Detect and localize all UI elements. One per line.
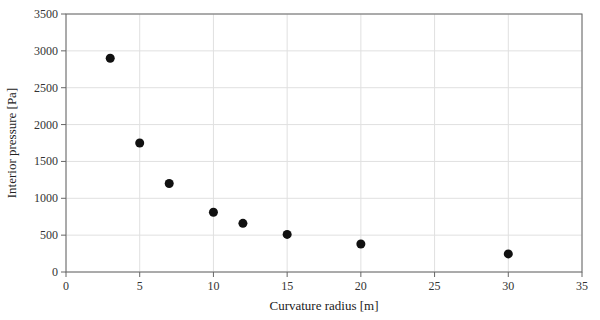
tick-x (213, 272, 214, 277)
grid-line-y (66, 87, 582, 88)
tick-label-y: 2500 (34, 81, 58, 95)
tick-y (61, 14, 66, 15)
tick-y (61, 198, 66, 199)
grid-line-y (66, 50, 582, 51)
tick-x (582, 272, 583, 277)
grid-line-y (66, 235, 582, 236)
point (283, 230, 292, 239)
tick-label-y: 1500 (34, 154, 58, 168)
point (165, 179, 174, 188)
grid-line-y (66, 124, 582, 125)
tick-label-x: 0 (63, 279, 69, 293)
tick-label-y: 3000 (34, 44, 58, 58)
tick-x (434, 272, 435, 277)
chart: 0 5 10 15 20 25 30 35 0 500 1000 1500 2000 2500 3000 35… (0, 0, 600, 320)
tick-x (139, 272, 140, 277)
plot-frame (66, 14, 582, 272)
y-axis-label: Interior pressure [Pa] (4, 88, 19, 198)
tick-label-y: 0 (52, 265, 58, 279)
tick-label-x: 15 (281, 279, 293, 293)
x-axis-label: Curvature radius [m] (269, 298, 378, 313)
point (504, 249, 513, 258)
tick-y (61, 161, 66, 162)
tick-label-x: 25 (429, 279, 441, 293)
tick-x (66, 272, 67, 277)
tick-y (61, 235, 66, 236)
tick-label-x: 30 (502, 279, 514, 293)
chart-container: 0 5 10 15 20 25 30 35 0 500 1000 1500 2000 2500 3000 35… (0, 0, 600, 320)
axes: 0 5 10 15 20 25 30 35 0 500 1000 1500 2000 2500 3000 35… (34, 7, 588, 293)
tick-x (360, 272, 361, 277)
tick-label-x: 20 (355, 279, 367, 293)
point (238, 219, 247, 228)
background (0, 0, 600, 320)
tick-y (61, 50, 66, 51)
points (106, 54, 513, 259)
point (135, 139, 144, 148)
tick-y (61, 87, 66, 88)
grid-line-x (213, 14, 214, 272)
point (356, 239, 365, 248)
grid-line-x (360, 14, 361, 272)
grid-line-y (66, 161, 582, 162)
tick-label-x: 10 (207, 279, 219, 293)
grid-line-y (66, 198, 582, 199)
point (106, 54, 115, 63)
point (209, 208, 218, 217)
tick-y (61, 272, 66, 273)
grid-line-x (434, 14, 435, 272)
grid-line-x (508, 14, 509, 272)
grid (66, 14, 582, 272)
tick-label-x: 35 (576, 279, 588, 293)
tick-label-y: 1000 (34, 191, 58, 205)
tick-label-y: 500 (40, 228, 58, 242)
tick-x (287, 272, 288, 277)
tick-label-x: 5 (137, 279, 143, 293)
tick-y (61, 124, 66, 125)
tick-label-y: 3500 (34, 7, 58, 21)
tick-label-y: 2000 (34, 118, 58, 132)
tick-x (508, 272, 509, 277)
